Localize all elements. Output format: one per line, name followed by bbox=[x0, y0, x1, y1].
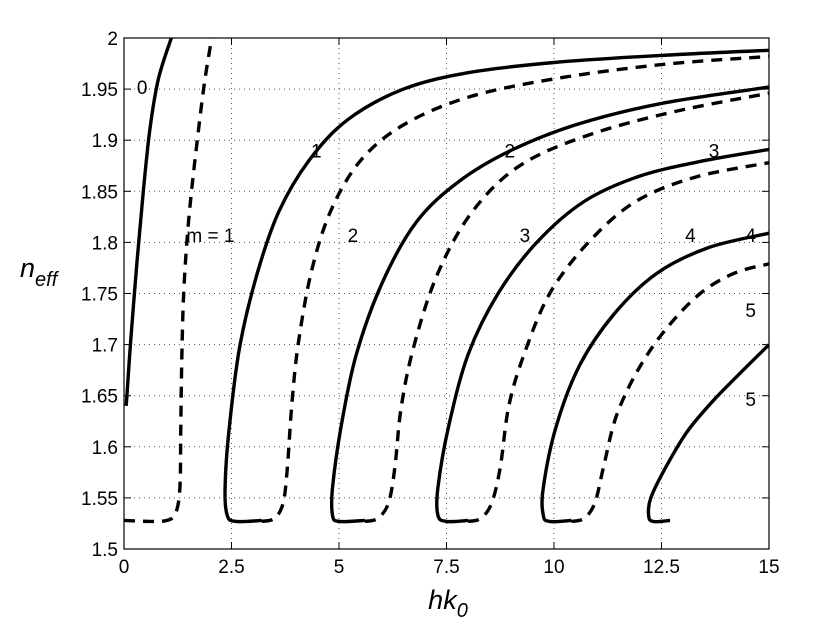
x-tick-label: 10 bbox=[543, 557, 564, 578]
x-tick-label: 0 bbox=[119, 557, 130, 578]
solid-mode-curve-8 bbox=[540, 231, 769, 524]
x-axis-label: hk0 bbox=[428, 585, 468, 622]
solid-mode-curve-2 bbox=[223, 48, 769, 524]
y-axis-label: neff bbox=[20, 253, 60, 291]
solid-mode-curve-4 bbox=[329, 85, 769, 524]
y-tick-label: 1.85 bbox=[81, 182, 118, 203]
mode-label: 1 bbox=[311, 141, 322, 162]
y-tick-label: 1.55 bbox=[81, 489, 118, 510]
grid-lines bbox=[124, 38, 769, 549]
y-ticks: 1.5 1.55 1.6 1.65 1.7 1.75 1.8 1.85 1.9 1.95 2 bbox=[81, 29, 769, 561]
y-tick-label: 2 bbox=[107, 29, 118, 50]
mode-label: 4 bbox=[745, 226, 756, 247]
y-tick-label: 1.5 bbox=[92, 540, 118, 561]
y-tick-label: 1.8 bbox=[92, 233, 118, 254]
y-tick-label: 1.75 bbox=[81, 285, 118, 306]
mode-label: m = 1 bbox=[186, 226, 234, 247]
x-tick-label: 15 bbox=[758, 557, 779, 578]
x-tick-label: 12.5 bbox=[643, 557, 680, 578]
mode-label: 0 bbox=[137, 78, 148, 99]
y-tick-label: 1.95 bbox=[81, 80, 118, 101]
y-tick-label: 1.65 bbox=[81, 387, 118, 408]
mode-label: 4 bbox=[685, 226, 696, 247]
mode-label: 2 bbox=[348, 226, 359, 247]
mode-label: 3 bbox=[709, 141, 720, 162]
series-layer bbox=[124, 38, 769, 524]
mode-label: 3 bbox=[520, 226, 531, 247]
y-tick-label: 1.9 bbox=[92, 131, 118, 152]
y-tick-label: 1.7 bbox=[92, 336, 118, 357]
y-tick-label: 1.6 bbox=[92, 438, 118, 459]
dashed-mode-curve-7 bbox=[467, 161, 769, 524]
mode-label: 5 bbox=[745, 301, 756, 322]
x-tick-label: 2.5 bbox=[218, 557, 244, 578]
solid-mode-curve-0 bbox=[124, 38, 173, 407]
solid-mode-curve-10 bbox=[646, 343, 769, 524]
annotation-layer: 0 m = 1 1 2 2 3 3 4 4 5 5 bbox=[137, 78, 756, 411]
x-ticks: 0 2.5 5 7.5 10 12.5 15 bbox=[119, 38, 780, 578]
x-tick-label: 5 bbox=[334, 557, 345, 578]
x-tick-label: 7.5 bbox=[433, 557, 459, 578]
dashed-mode-curve-1 bbox=[124, 38, 214, 524]
dashed-mode-curve-9 bbox=[570, 262, 769, 524]
mode-label: 5 bbox=[745, 390, 756, 411]
dashed-mode-curve-3 bbox=[261, 54, 769, 524]
mode-label: 2 bbox=[505, 141, 516, 162]
solid-mode-curve-6 bbox=[435, 147, 769, 524]
